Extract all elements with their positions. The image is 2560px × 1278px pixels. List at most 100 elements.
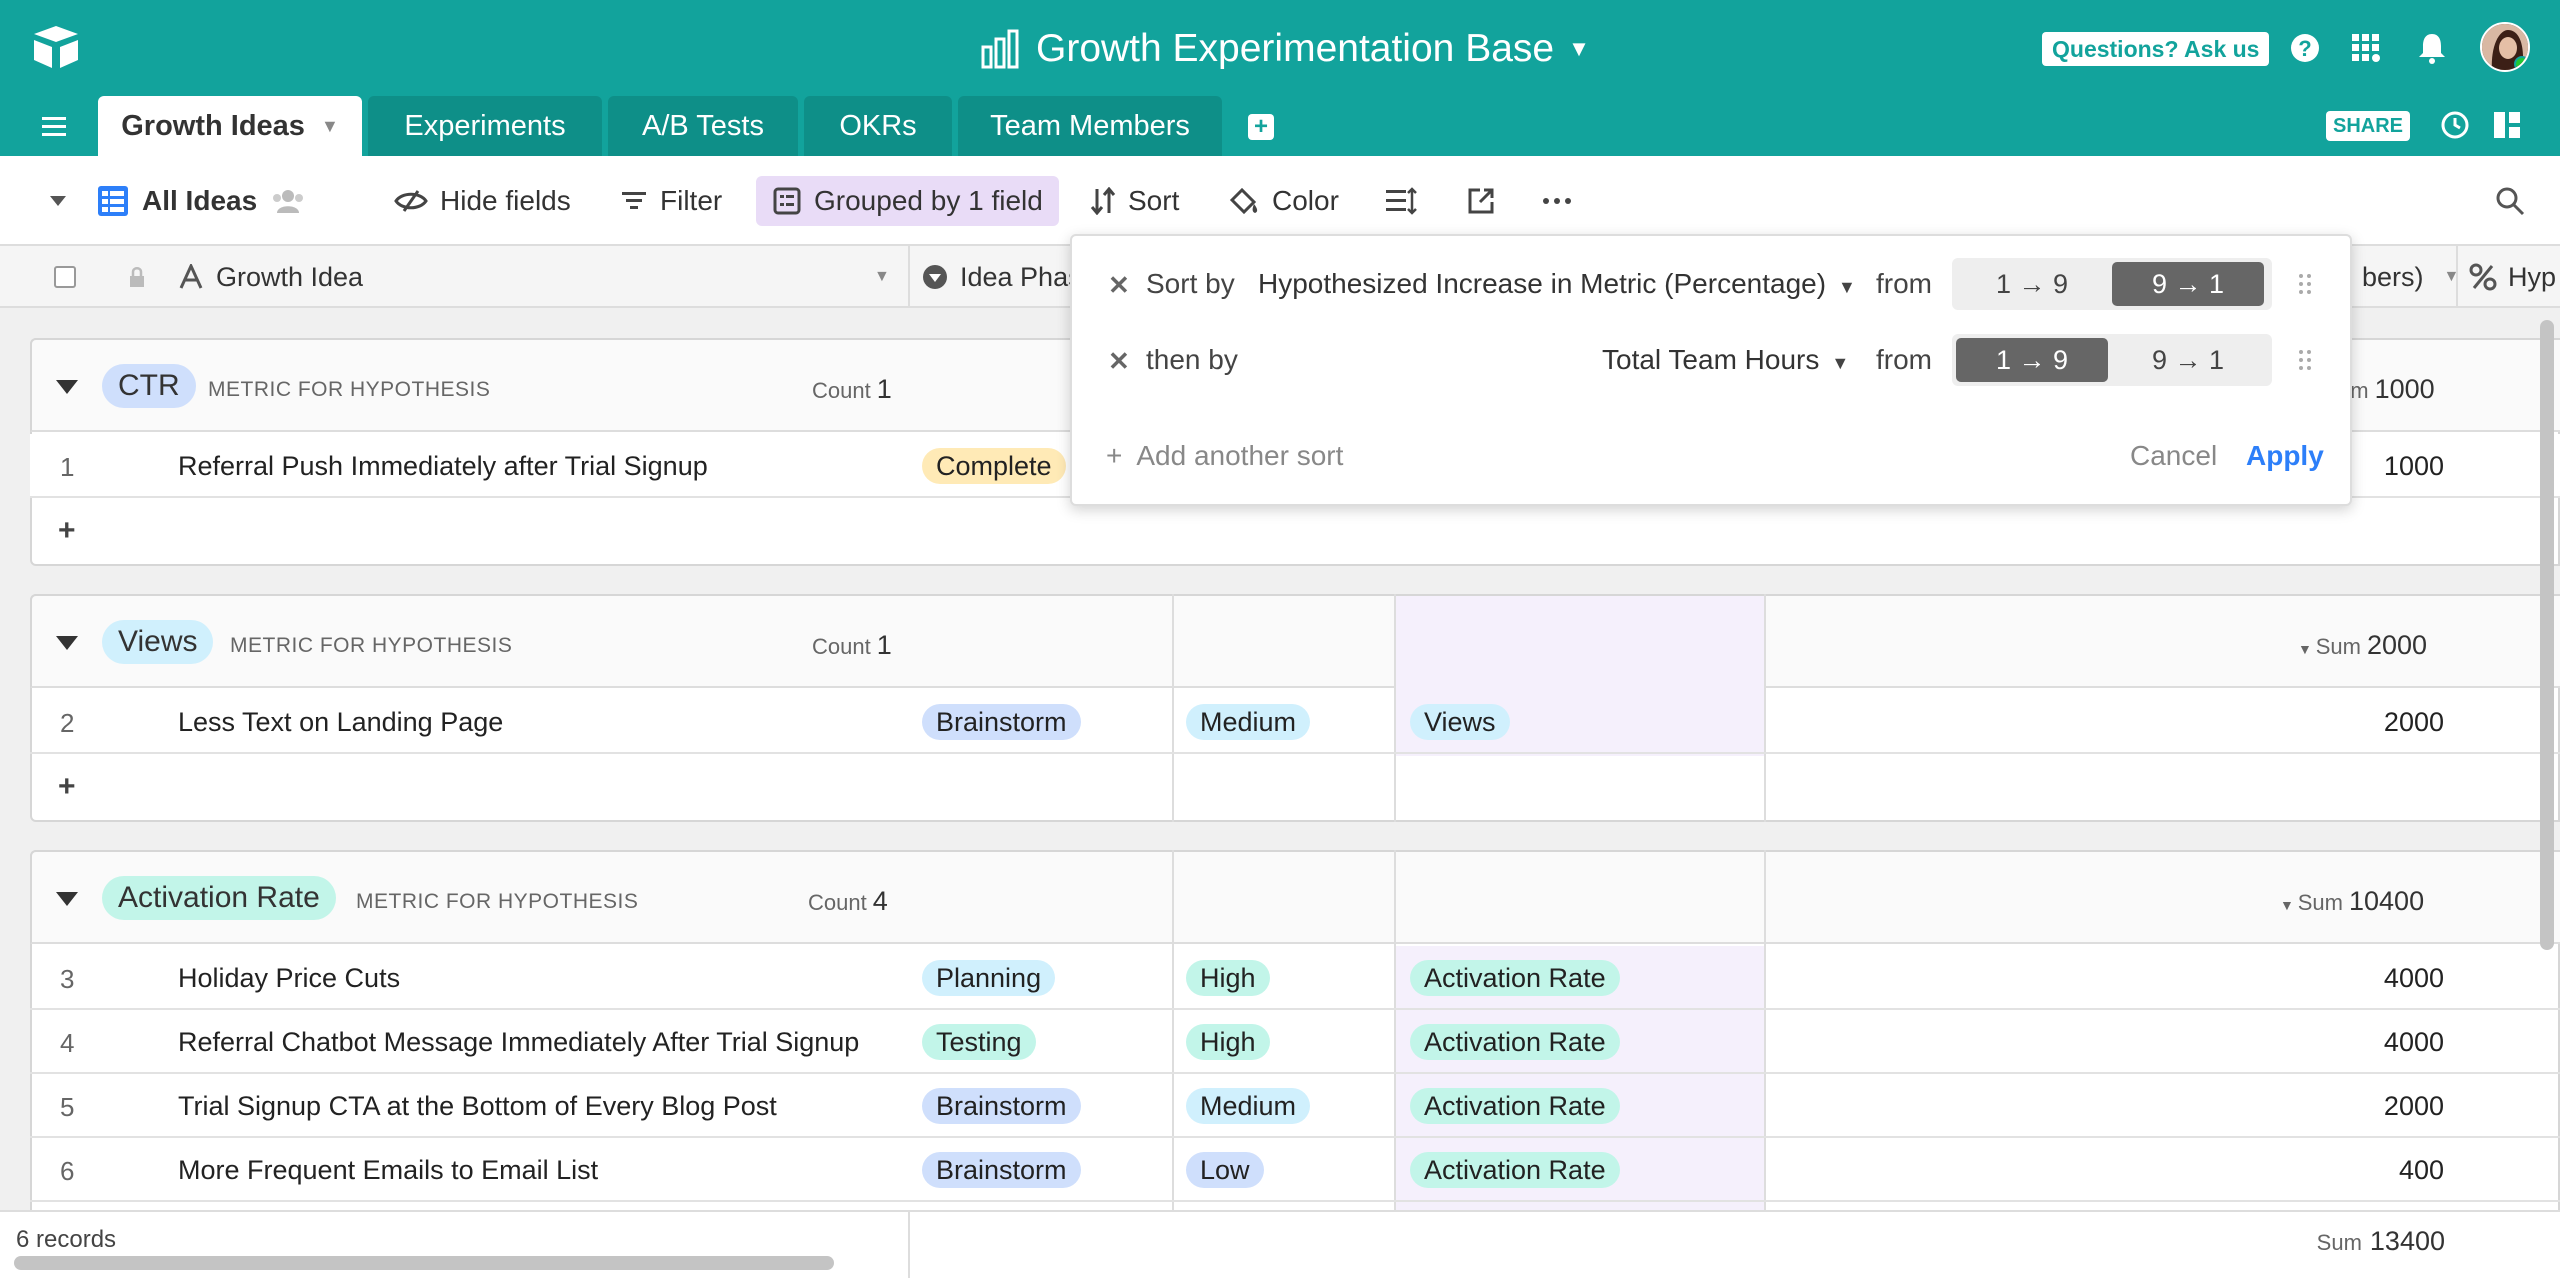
idea-phase-pill[interactable]: Complete <box>922 448 1066 484</box>
drag-handle-icon[interactable] <box>2298 348 2312 372</box>
help-icon[interactable]: ? <box>2287 30 2323 66</box>
sort-button[interactable]: Sort <box>1090 176 1179 226</box>
number-cell[interactable]: 4000 <box>2383 1027 2444 1057</box>
collaborators-icon <box>273 190 304 213</box>
priority-pill[interactable]: Medium <box>1186 704 1311 740</box>
add-row-button[interactable]: + <box>58 770 76 803</box>
view-switcher[interactable]: All Ideas <box>96 176 317 226</box>
field-menu-chevron-icon[interactable]: ▼ <box>874 268 890 285</box>
row-height-icon[interactable] <box>1384 176 1430 226</box>
tab-okrs[interactable]: OKRs <box>804 96 952 156</box>
hyp-field-label: Hyp <box>2508 261 2557 292</box>
idea-phase-pill[interactable]: Testing <box>922 1024 1036 1060</box>
field-menu-chevron-icon[interactable]: ▼ <box>2443 268 2460 285</box>
drag-handle-icon[interactable] <box>2298 272 2312 296</box>
group-button[interactable]: Grouped by 1 field <box>756 176 1059 226</box>
tab-experiments[interactable]: Experiments <box>368 96 602 156</box>
metric-pill[interactable]: Activation Rate <box>1410 1088 1620 1124</box>
idea-phase-pill[interactable]: Brainstorm <box>922 1152 1081 1188</box>
apply-button[interactable]: Apply <box>2246 440 2324 471</box>
user-avatar[interactable] <box>2480 22 2530 72</box>
number-cell[interactable]: 1000 <box>2383 451 2444 481</box>
metric-pill[interactable]: Activation Rate <box>1410 1152 1620 1188</box>
tab-growth-ideas[interactable]: Growth Ideas ▼ <box>98 96 362 156</box>
apps-grid-icon[interactable] <box>2348 30 2384 66</box>
tab-label: Experiments <box>404 109 566 142</box>
color-button[interactable]: Color <box>1228 176 1339 226</box>
questions-button[interactable]: Questions? Ask us <box>2042 32 2270 66</box>
growth-idea-cell[interactable]: Trial Signup CTA at the Bottom of Every … <box>178 1091 777 1121</box>
filter-button[interactable]: Filter <box>620 176 722 226</box>
growth-idea-cell[interactable]: Referral Chatbot Message Immediately Aft… <box>178 1027 860 1057</box>
cancel-button[interactable]: Cancel <box>2130 440 2218 471</box>
view-switcher-chevron-icon[interactable] <box>48 176 80 226</box>
table-row[interactable] <box>30 690 2560 754</box>
priority-pill[interactable]: Medium <box>1186 1088 1311 1124</box>
idea-phase-pill[interactable]: Brainstorm <box>922 704 1081 740</box>
eye-slash-icon <box>394 190 428 212</box>
search-icon[interactable] <box>2494 176 2538 226</box>
sort-asc-option[interactable]: 1 → 9 <box>1956 338 2108 382</box>
select-all-checkbox[interactable] <box>54 246 76 308</box>
remove-sort-icon[interactable]: ✕ <box>1108 270 1130 300</box>
horizontal-scrollbar[interactable] <box>14 1256 834 1270</box>
growth-idea-cell[interactable]: Referral Push Immediately after Trial Si… <box>178 451 708 481</box>
airtable-logo-icon[interactable] <box>30 24 82 70</box>
idea-phase-field-header[interactable]: Idea Phas <box>922 246 1082 308</box>
number-cell[interactable]: 2000 <box>2383 707 2444 737</box>
growth-idea-cell[interactable]: Less Text on Landing Page <box>178 707 504 737</box>
base-title[interactable]: Growth Experimentation Base ▼ <box>980 22 1590 76</box>
grouped-label: Grouped by 1 field <box>814 185 1043 216</box>
share-view-icon[interactable] <box>1466 176 1508 226</box>
tab-menu-chevron-icon[interactable]: ▼ <box>320 115 339 136</box>
hamburger-menu-icon[interactable] <box>40 114 70 140</box>
remove-sort-icon[interactable]: ✕ <box>1108 346 1130 376</box>
sort-direction-toggle[interactable]: 1 → 9 9 → 1 <box>1952 334 2272 386</box>
sort-popup: ✕ Sort by Hypothesized Increase in Metri… <box>1070 234 2352 506</box>
primary-field-header[interactable]: Growth Idea <box>178 246 363 308</box>
table-row[interactable] <box>30 946 2560 1010</box>
add-table-icon[interactable]: + <box>1248 114 1274 140</box>
growth-idea-cell[interactable]: Holiday Price Cuts <box>178 963 401 993</box>
number-cell[interactable]: 2000 <box>2383 1091 2444 1121</box>
table-row[interactable] <box>30 1010 2560 1074</box>
collapse-group-icon[interactable] <box>56 892 78 906</box>
sort-asc-option[interactable]: 1 → 9 <box>1995 269 2069 299</box>
number-cell[interactable]: 400 <box>2398 1155 2444 1185</box>
collapse-group-icon[interactable] <box>56 636 78 650</box>
idea-phase-pill[interactable]: Planning <box>922 960 1056 996</box>
table-row[interactable] <box>30 1138 2560 1202</box>
sort-direction-toggle[interactable]: 1 → 9 9 → 1 <box>1952 258 2272 310</box>
sort-desc-option[interactable]: 9 → 1 <box>2112 262 2264 306</box>
plus-icon: + <box>1106 440 1123 471</box>
hide-fields-button[interactable]: Hide fields <box>394 176 571 226</box>
more-options-icon[interactable] <box>1542 176 1584 226</box>
tab-label: Growth Ideas <box>121 109 305 142</box>
tab-label: OKRs <box>839 109 917 142</box>
metric-pill[interactable]: Activation Rate <box>1410 1024 1620 1060</box>
number-cell[interactable]: 4000 <box>2383 963 2444 993</box>
numbers-field-header[interactable]: bers) ▼ <box>2362 246 2459 308</box>
hyp-field-header[interactable]: Hyp <box>2468 246 2556 308</box>
add-another-sort-button[interactable]: + Add another sort <box>1106 440 1344 471</box>
vertical-scrollbar[interactable] <box>2540 320 2554 950</box>
share-button[interactable]: SHARE <box>2326 111 2411 141</box>
history-icon[interactable] <box>2438 108 2472 142</box>
priority-pill[interactable]: High <box>1186 1024 1270 1060</box>
notifications-bell-icon[interactable] <box>2414 30 2450 66</box>
priority-pill[interactable]: High <box>1186 960 1270 996</box>
sort-desc-option[interactable]: 9 → 1 <box>2151 345 2225 375</box>
sort-field-select[interactable]: Hypothesized Increase in Metric (Percent… <box>1258 268 1856 299</box>
collapse-group-icon[interactable] <box>56 380 78 394</box>
priority-pill[interactable]: Low <box>1186 1152 1264 1188</box>
tab-team-members[interactable]: Team Members <box>958 96 1222 156</box>
idea-phase-pill[interactable]: Brainstorm <box>922 1088 1081 1124</box>
tab-ab-tests[interactable]: A/B Tests <box>608 96 798 156</box>
add-row-button[interactable]: + <box>58 514 76 547</box>
table-row[interactable] <box>30 1074 2560 1138</box>
metric-pill[interactable]: Activation Rate <box>1410 960 1620 996</box>
growth-idea-cell[interactable]: More Frequent Emails to Email List <box>178 1155 599 1185</box>
sort-field-select[interactable]: Total Team Hours ▼ <box>1602 344 1850 375</box>
metric-pill[interactable]: Views <box>1410 704 1510 740</box>
blocks-icon[interactable] <box>2490 108 2524 142</box>
